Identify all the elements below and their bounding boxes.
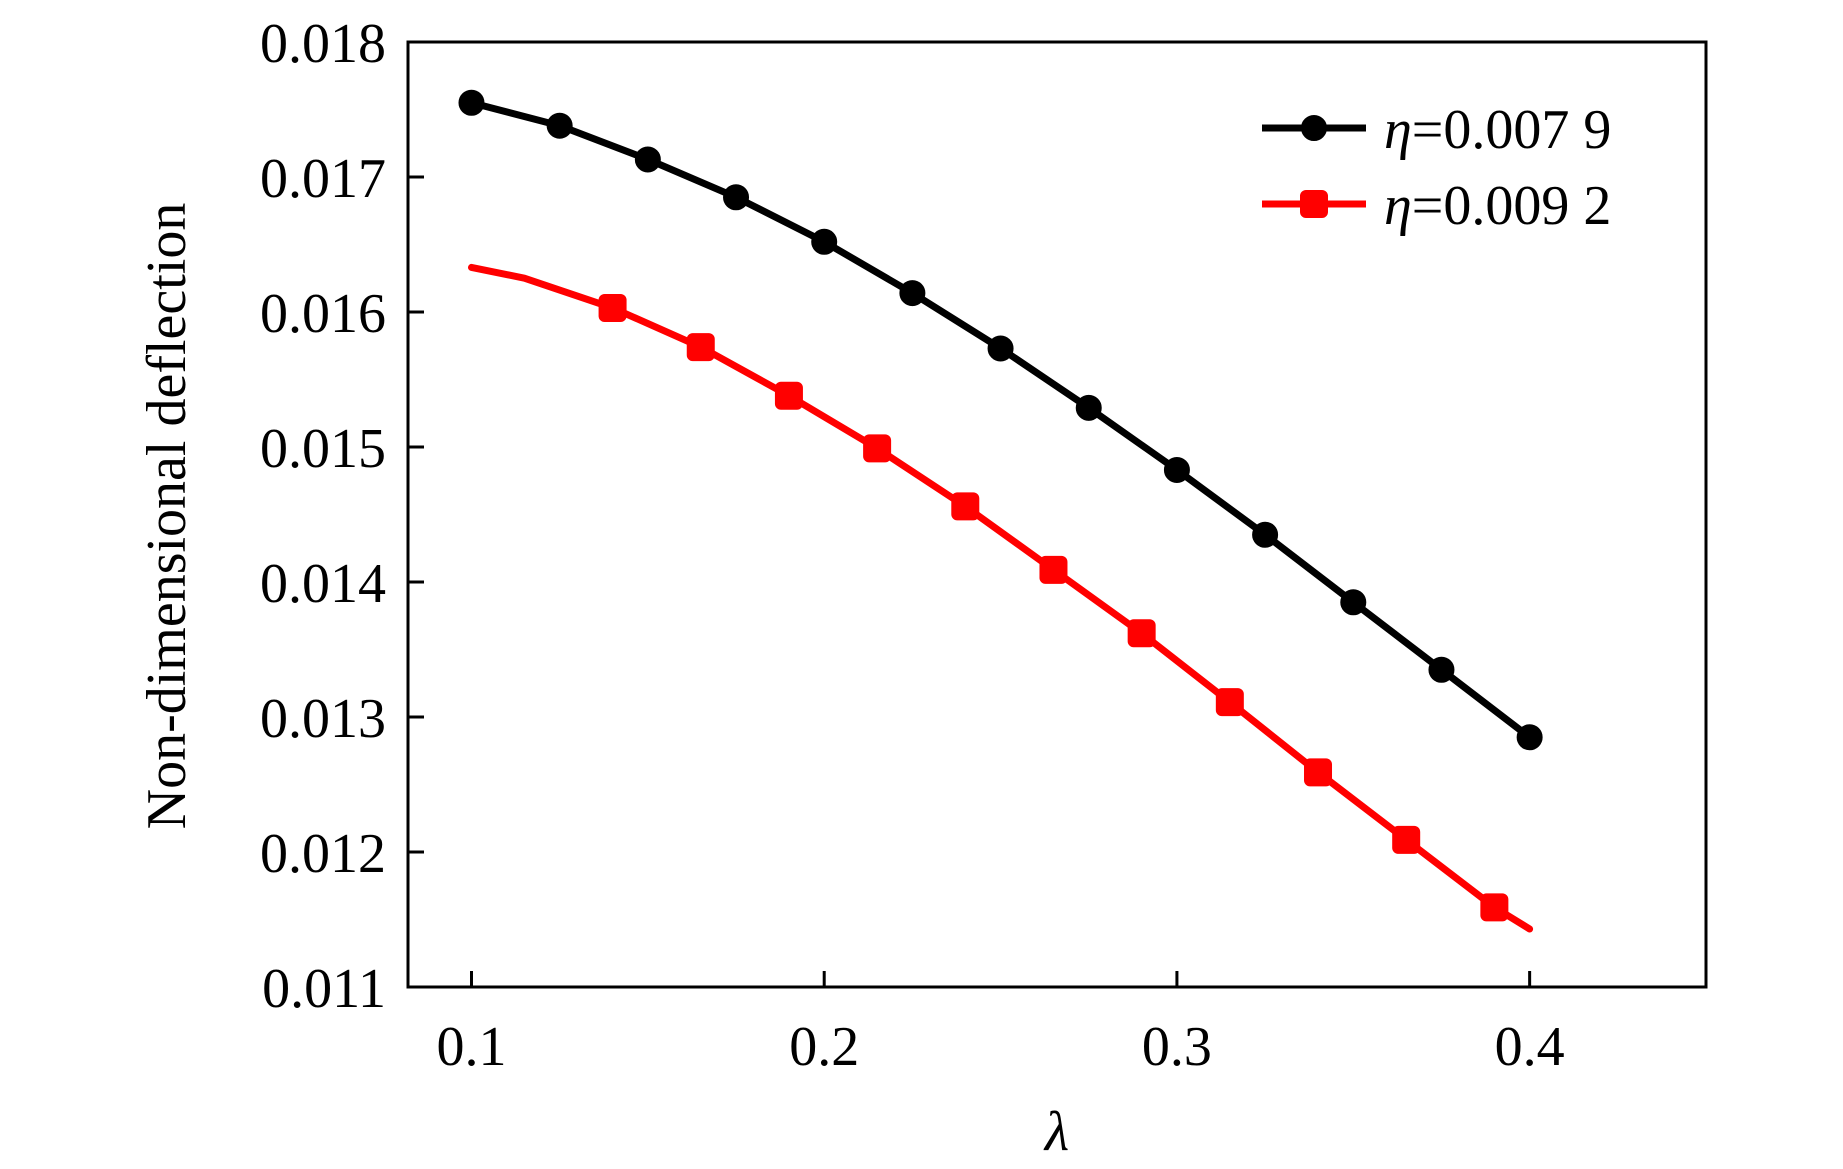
series-2: [468, 263, 1534, 933]
legend-item: η=0.007 9: [1262, 99, 1611, 161]
data-point: [899, 280, 926, 307]
data-point: [987, 335, 1014, 362]
y-tick-label: 0.012: [260, 823, 386, 885]
series-line: [468, 99, 1534, 741]
data-point: [634, 146, 661, 173]
legend-value: =0.007 9: [1412, 99, 1612, 161]
data-point: [1075, 394, 1102, 421]
y-tick-label: 0.013: [260, 688, 386, 750]
x-axis-title: λ: [1043, 1101, 1069, 1163]
y-tick-label: 0.015: [260, 418, 386, 480]
x-tick-label: 0.3: [1142, 1016, 1212, 1078]
data-point: [1127, 619, 1156, 648]
data-point: [774, 381, 803, 410]
data-point: [1392, 825, 1421, 854]
data-point: [1340, 589, 1367, 616]
legend-label: η=0.009 2: [1384, 175, 1611, 237]
data-point: [1215, 688, 1244, 717]
data-point: [1304, 758, 1333, 787]
series-1: [458, 89, 1543, 751]
data-point: [1428, 656, 1455, 683]
plot-frame: [406, 40, 1708, 989]
legend-label: η=0.007 9: [1384, 99, 1611, 161]
data-point: [1163, 456, 1190, 483]
data-point: [1039, 555, 1068, 584]
data-point: [1516, 724, 1543, 751]
data-point: [458, 89, 485, 116]
data-point: [723, 184, 750, 211]
legend: η=0.007 9η=0.009 2: [1262, 99, 1611, 237]
data-point: [546, 112, 573, 139]
y-tick-label: 0.014: [260, 553, 386, 615]
y-tick-label: 0.016: [260, 283, 386, 345]
y-tick-label: 0.017: [260, 148, 386, 210]
data-point: [811, 228, 838, 255]
x-tick-label: 0.1: [436, 1016, 506, 1078]
x-tick-label: 0.4: [1495, 1016, 1565, 1078]
y-tick-label: 0.011: [262, 958, 386, 1020]
data-point: [951, 492, 980, 521]
data-point: [1480, 893, 1509, 922]
legend-item: η=0.009 2: [1262, 175, 1611, 237]
legend-value: =0.009 2: [1412, 175, 1612, 237]
x-tick-label: 0.2: [789, 1016, 859, 1078]
y-tick-label: 0.018: [260, 13, 386, 75]
legend-symbol: η: [1384, 99, 1412, 161]
legend-marker: [1301, 115, 1327, 141]
data-point: [686, 333, 715, 362]
y-axis-ticks: 0.011 0.012 0.013 0.014 0.015 0.016 0.017 0.018: [260, 13, 424, 1020]
series-line: [468, 263, 1534, 933]
x-axis-ticks: 0.1 0.2 0.3 0.4: [436, 971, 1565, 1078]
data-point: [1252, 521, 1279, 548]
data-point: [598, 293, 627, 322]
legend-marker: [1300, 190, 1328, 218]
series-layer: [458, 89, 1543, 933]
data-point: [863, 434, 892, 463]
y-axis-title: Non-dimensional deflection: [136, 203, 198, 830]
legend-symbol: η: [1384, 175, 1412, 237]
